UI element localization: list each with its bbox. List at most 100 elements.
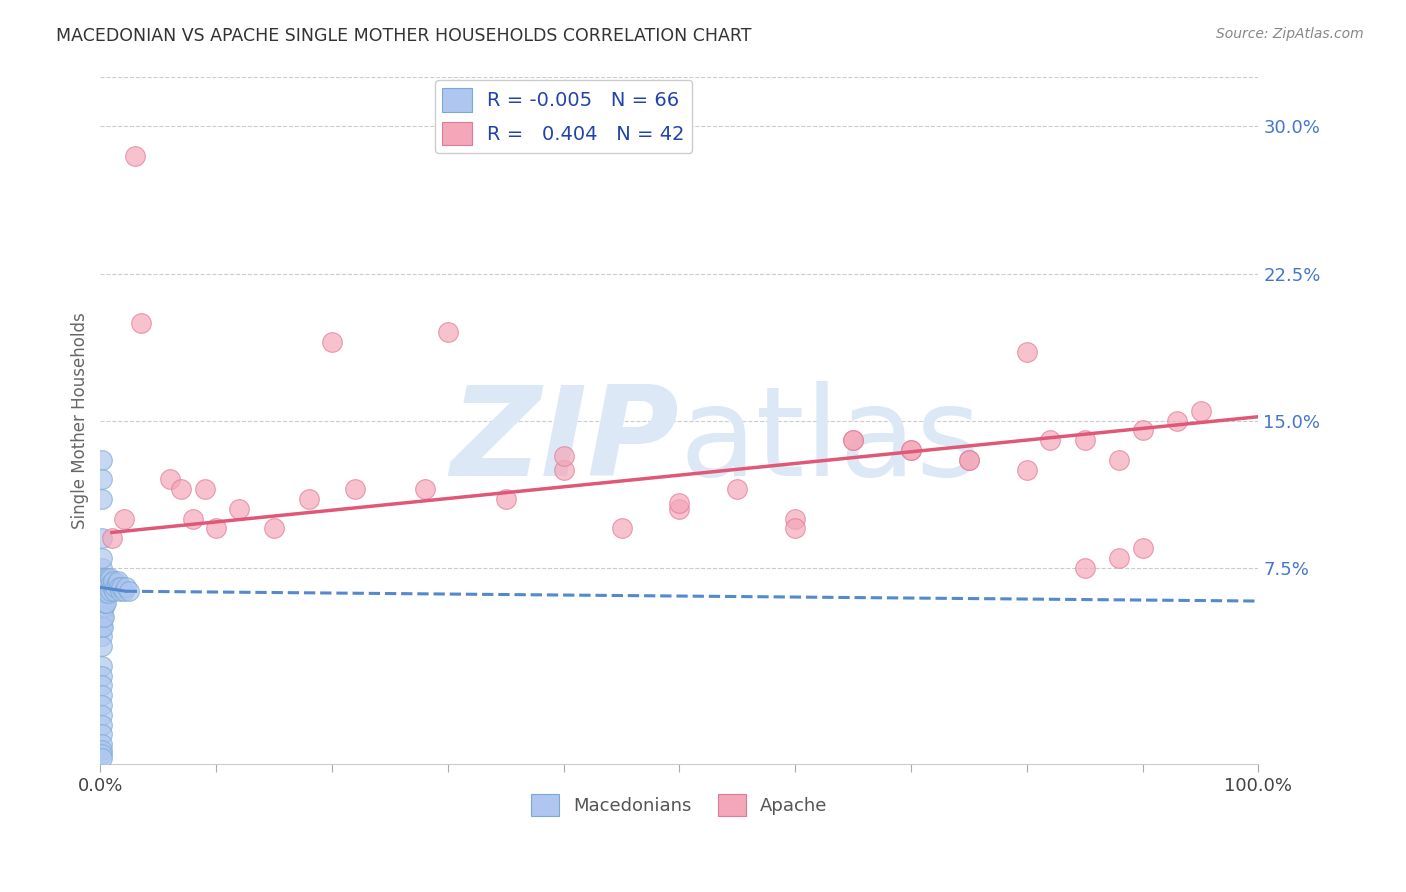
Point — [785, 521, 807, 535]
Point — [900, 443, 922, 458]
Point — [91, 599, 114, 614]
Point — [94, 574, 117, 589]
Point — [90, 590, 112, 604]
Point — [118, 584, 141, 599]
Point — [785, 511, 807, 525]
Point — [90, 737, 112, 751]
Point — [668, 501, 690, 516]
Point — [90, 473, 112, 487]
Point — [321, 335, 343, 350]
Point — [93, 580, 115, 594]
Point — [1015, 463, 1038, 477]
Point — [90, 580, 112, 594]
Point — [263, 521, 285, 535]
Point — [228, 501, 250, 516]
Point — [725, 483, 748, 497]
Y-axis label: Single Mother Households: Single Mother Households — [72, 312, 89, 529]
Point — [1074, 434, 1097, 448]
Point — [957, 453, 980, 467]
Point — [90, 639, 112, 653]
Point — [108, 584, 131, 599]
Text: Source: ZipAtlas.com: Source: ZipAtlas.com — [1216, 27, 1364, 41]
Point — [668, 496, 690, 510]
Point — [91, 619, 114, 633]
Point — [93, 590, 115, 604]
Point — [90, 619, 112, 633]
Point — [842, 434, 865, 448]
Point — [90, 580, 112, 594]
Legend: Macedonians, Apache: Macedonians, Apache — [524, 787, 835, 823]
Point — [90, 747, 112, 761]
Point — [124, 149, 146, 163]
Point — [91, 590, 114, 604]
Point — [610, 521, 633, 535]
Point — [495, 492, 517, 507]
Point — [194, 483, 217, 497]
Point — [112, 584, 135, 599]
Point — [90, 590, 112, 604]
Point — [90, 609, 112, 624]
Point — [105, 576, 128, 591]
Point — [90, 751, 112, 765]
Point — [553, 449, 575, 463]
Point — [90, 658, 112, 673]
Point — [96, 570, 118, 584]
Point — [298, 492, 321, 507]
Point — [1108, 453, 1130, 467]
Point — [1108, 550, 1130, 565]
Point — [957, 453, 980, 467]
Point — [90, 717, 112, 731]
Point — [91, 594, 114, 608]
Point — [205, 521, 228, 535]
Point — [94, 596, 117, 610]
Point — [93, 594, 115, 608]
Point — [1166, 414, 1188, 428]
Point — [344, 483, 367, 497]
Point — [842, 434, 865, 448]
Point — [104, 580, 127, 594]
Point — [129, 316, 152, 330]
Point — [90, 629, 112, 643]
Point — [1074, 560, 1097, 574]
Point — [159, 473, 181, 487]
Point — [103, 584, 125, 599]
Point — [90, 531, 112, 545]
Point — [112, 511, 135, 525]
Point — [90, 560, 112, 574]
Point — [90, 668, 112, 682]
Point — [90, 599, 112, 614]
Point — [100, 576, 122, 591]
Point — [90, 550, 112, 565]
Point — [181, 511, 204, 525]
Point — [101, 580, 124, 594]
Point — [413, 483, 436, 497]
Point — [90, 570, 112, 584]
Point — [98, 570, 121, 584]
Point — [108, 580, 131, 594]
Point — [90, 453, 112, 467]
Point — [93, 599, 115, 614]
Point — [97, 586, 120, 600]
Point — [553, 463, 575, 477]
Point — [90, 599, 112, 614]
Point — [90, 727, 112, 741]
Point — [1015, 345, 1038, 359]
Text: ZIP: ZIP — [451, 381, 679, 501]
Point — [1039, 434, 1062, 448]
Point — [94, 574, 117, 589]
Point — [94, 596, 117, 610]
Point — [170, 483, 193, 497]
Point — [110, 580, 132, 594]
Point — [107, 574, 129, 589]
Point — [98, 584, 121, 599]
Point — [90, 698, 112, 712]
Point — [93, 609, 115, 624]
Point — [97, 574, 120, 589]
Point — [96, 580, 118, 594]
Point — [91, 580, 114, 594]
Point — [900, 443, 922, 458]
Point — [101, 531, 124, 545]
Point — [90, 492, 112, 507]
Point — [90, 688, 112, 702]
Point — [90, 743, 112, 757]
